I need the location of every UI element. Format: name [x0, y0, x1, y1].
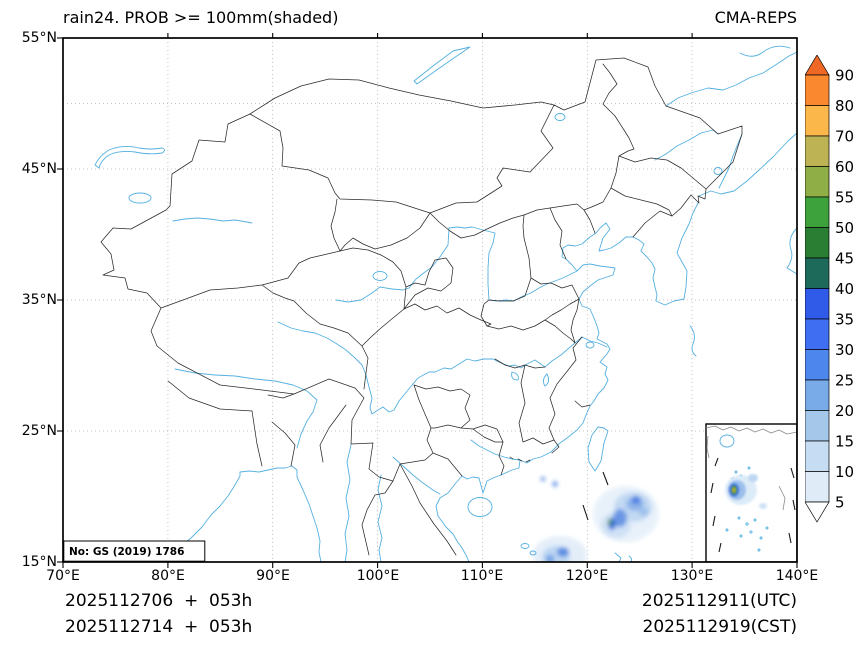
- colorbar-tick: 45: [835, 250, 854, 268]
- lat-tick-25n: 25°N: [21, 423, 57, 439]
- colorbar-segment: [805, 257, 830, 289]
- colorbar-arrow-top: [805, 55, 830, 76]
- valid-time-cst: 2025112919(CST): [642, 617, 797, 637]
- axis-ticks: [57, 33, 798, 568]
- political-boundaries: [100, 57, 743, 556]
- colorbar-segment: [805, 410, 830, 442]
- colorbar-tick: 35: [835, 311, 854, 329]
- lon-tick-80e: 80°E: [151, 568, 185, 584]
- colorbar-segment: [805, 166, 830, 198]
- lon-tick-100e: 100°E: [356, 568, 400, 584]
- china-map-canvas: No: GS (2019) 1786: [57, 33, 798, 568]
- lat-tick-15n: 15°N: [21, 554, 57, 570]
- lon-tick-120e: 120°E: [565, 568, 609, 584]
- colorbar-tick: 30: [835, 341, 854, 359]
- license-box: No: GS (2019) 1786: [63, 540, 206, 562]
- colorbar-tick: 80: [835, 97, 854, 115]
- colorbar-segment: [805, 105, 830, 137]
- lon-tick-130e: 130°E: [670, 568, 714, 584]
- colorbar-tick: 55: [835, 189, 854, 207]
- colorbar-segment: [805, 379, 830, 411]
- lat-tick-45n: 45°N: [21, 161, 57, 177]
- run-time-utc: 2025112706 + 053h: [65, 591, 253, 611]
- colorbar-tick: 60: [835, 158, 854, 176]
- probability-shading-main: [533, 476, 659, 562]
- colorbar-tick: 5: [835, 494, 845, 512]
- lon-tick-70e: 70°E: [46, 568, 80, 584]
- colorbar-tick: 10: [835, 463, 854, 481]
- lon-tick-140e: 140°E: [775, 568, 819, 584]
- valid-time-block: 2025112911(UTC) 2025112919(CST): [642, 588, 797, 640]
- run-time-cst: 2025112714 + 053h: [65, 617, 253, 637]
- plot-title: rain24. PROB >= 100mm(shaded): [63, 8, 339, 27]
- colorbar-segment: [805, 288, 830, 320]
- colorbar-segment: [805, 349, 830, 381]
- colorbar-arrow-bottom: [805, 501, 830, 523]
- colorbar-tick: 40: [835, 280, 854, 298]
- license-text: No: GS (2019) 1786: [69, 546, 184, 558]
- colorbar-segment: [805, 318, 830, 350]
- colorbar-tick: 70: [835, 128, 854, 146]
- ocean-land-background: [63, 38, 797, 562]
- colorbar-segment: [805, 74, 830, 106]
- colorbar-segment: [805, 196, 830, 228]
- colorbar-segment: [805, 440, 830, 472]
- colorbar-segment: [805, 471, 830, 503]
- colorbar-tick: 90: [835, 67, 854, 85]
- dash-line-segments: [582, 471, 609, 521]
- valid-time-utc: 2025112911(UTC): [641, 591, 797, 611]
- probability-shading-inset: [725, 474, 767, 509]
- lon-tick-110e: 110°E: [460, 568, 504, 584]
- colorbar-segment: [805, 227, 830, 259]
- probability-colorbar: 90 80 70 60 55 50 45 40 35 30 25 20 15 1…: [805, 55, 854, 523]
- colorbar-tick: 20: [835, 402, 854, 420]
- colorbar-tick: 50: [835, 219, 854, 237]
- south-china-sea-inset: [63, 423, 797, 562]
- run-time-block: 2025112706 + 053h 2025112714 + 053h: [65, 588, 252, 640]
- graticule: [63, 38, 797, 562]
- lat-tick-55n: 55°N: [21, 30, 57, 46]
- lon-tick-90e: 90°E: [256, 568, 290, 584]
- colorbar-tick: 15: [835, 433, 854, 451]
- colorbar-segment: [805, 135, 830, 167]
- lat-tick-35n: 35°N: [21, 292, 57, 308]
- model-label: CMA-REPS: [714, 8, 797, 27]
- colorbar-tick: 25: [835, 372, 854, 390]
- coastlines-rivers: [94, 45, 797, 562]
